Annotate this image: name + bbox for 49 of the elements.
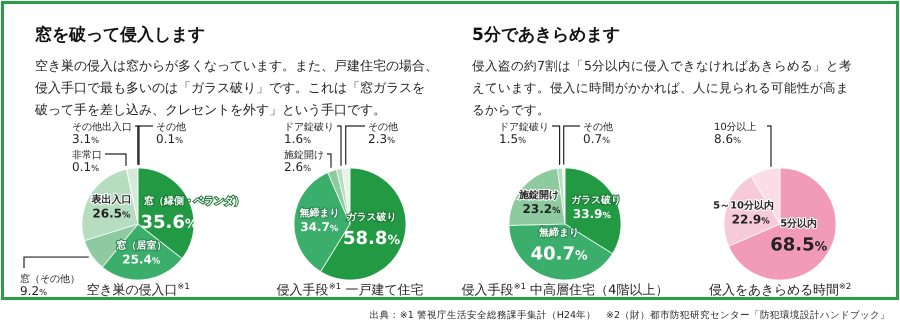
text: 侵入手段$^{※1}$ 一戸建て住宅 xyxy=(276,281,424,298)
slice-label: ドア錠破り xyxy=(499,121,549,133)
data-label: 1.6% xyxy=(284,132,312,146)
slice-label: 非常口 xyxy=(72,149,102,161)
data-label: 0.1% xyxy=(72,160,100,174)
data-label: 9.2% xyxy=(20,284,48,298)
data-label: 33.9% xyxy=(572,207,612,222)
data-label: 68.5% xyxy=(770,234,828,256)
slice-label: 窓（その他） xyxy=(20,273,80,285)
slice-label: 無締まり xyxy=(538,226,580,239)
text: 侵入手口で最も多いのは「ガラス破り」です。これは「窓ガラスを xyxy=(35,80,425,96)
text: 侵入手段$^{※1}$ 中高層住宅（4階以上） xyxy=(462,281,668,298)
data-label: 2.6% xyxy=(284,160,312,174)
slice-label: その他 xyxy=(583,121,613,133)
data-label: 26.5% xyxy=(92,206,132,220)
text: 5分であきらめます xyxy=(472,25,620,45)
source-note: 出典：※1 警視庁生活安全総務課手集計（H24年） ※2（財）都市防犯研究センター「防犯環境設計ハンドブック」 xyxy=(370,309,890,321)
data-label: 1.5% xyxy=(499,132,526,146)
text: 空き巣の侵入口$^{※1}$ xyxy=(86,281,190,298)
data-label: 8.6% xyxy=(714,132,742,146)
data-label: 40.7% xyxy=(530,244,588,265)
text: 侵入をあきらめる時間$^{※2}$ xyxy=(708,281,852,298)
data-label: 58.8% xyxy=(343,228,400,250)
text: 窓を破って侵入します xyxy=(35,25,205,45)
data-label: 3.1% xyxy=(72,132,100,146)
slice-label: その他 xyxy=(368,121,398,133)
data-label: 23.2% xyxy=(522,202,562,216)
data-label: 22.9% xyxy=(732,212,770,227)
slice-label: 10分以上 xyxy=(714,121,757,133)
text: 侵入盗の約7割は「5分以内に侵入できなければあきらめる」と考 xyxy=(472,58,852,73)
slice-label: 5分以内 xyxy=(780,217,818,230)
slice-label: ガラス破り xyxy=(571,194,621,206)
data-label: 0.1% xyxy=(156,132,184,146)
data-label: 2.3% xyxy=(368,132,396,146)
text: 空き巣の侵入は窓からが多くなっています。また、戸建住宅の場合、 xyxy=(35,58,438,74)
data-label: 25.4% xyxy=(122,252,161,267)
text: るからです。 xyxy=(472,102,550,117)
slice-label: ドア錠破り xyxy=(284,121,334,133)
data-label: 0.7% xyxy=(583,132,610,146)
slice-label: 表出入口 xyxy=(90,193,132,206)
data-label: 34.7% xyxy=(300,220,339,234)
slice-label: 施錠開け xyxy=(518,189,559,202)
text: 破って手を差し込み、クレセントを外す」という手口です。 xyxy=(34,103,386,118)
slice-label: その他出入口 xyxy=(72,121,132,133)
slice-label: その他 xyxy=(156,121,186,133)
text: えています。侵入に時間がかかれば、人に見られる可能性が高ま xyxy=(472,80,849,95)
slice-label: 施錠開け xyxy=(284,149,324,161)
slice-label: 無締まり xyxy=(298,206,340,219)
slice-label: 5～10分以内 xyxy=(713,200,774,212)
